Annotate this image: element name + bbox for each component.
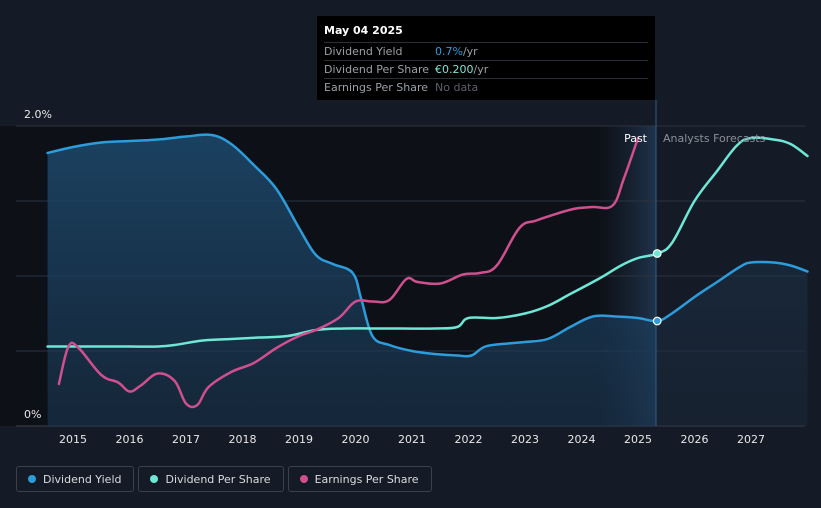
x-tick-label: 2015 (59, 433, 87, 446)
forecast-label: Analysts Forecasts (663, 132, 766, 145)
tooltip-value: 0.7% (435, 45, 463, 58)
x-tick-label: 2025 (624, 433, 652, 446)
tooltip-label: Dividend Yield (324, 45, 403, 58)
dividend-per-share-line (46, 136, 809, 348)
tooltip-unit: /yr (462, 45, 478, 58)
legend-label: Dividend Yield (43, 472, 122, 486)
legend: Dividend Yield Dividend Per Share Earnin… (16, 466, 432, 492)
y-tick-label: 2.0% (24, 108, 52, 121)
x-axis-ticks: 2015 2016 2017 2018 2019 2020 2021 2022 2023 2024… (59, 433, 765, 446)
dividend-yield-area-forecast (656, 262, 808, 426)
legend-item-earnings-per-share[interactable]: Earnings Per Share (287, 466, 432, 492)
x-tick-label: 2019 (285, 433, 313, 446)
x-tick-label: 2020 (342, 433, 370, 446)
dividend-yield-line (46, 133, 809, 358)
earnings-per-share-line (57, 136, 640, 409)
tooltip-row-dividend-per-share: Dividend Per Share €0.200 /yr (324, 60, 648, 78)
tooltip-row-earnings-per-share: Earnings Per Share No data (324, 78, 648, 96)
tooltip-date: May 04 2025 (324, 24, 403, 37)
x-tick-label: 2023 (511, 433, 539, 446)
legend-label: Dividend Per Share (165, 472, 271, 486)
tooltip-value: €0.200 (435, 63, 474, 76)
dividend-yield-marker (652, 316, 662, 326)
tooltip-label: Dividend Per Share (324, 63, 430, 76)
past-label: Past (624, 132, 648, 145)
x-tick-label: 2017 (172, 433, 200, 446)
y-tick-label: 0% (24, 408, 41, 421)
x-tick-label: 2022 (455, 433, 483, 446)
legend-dot-icon (28, 475, 36, 483)
x-tick-label: 2026 (681, 433, 709, 446)
tooltip-row-dividend-yield: Dividend Yield 0.7% /yr (324, 42, 648, 60)
legend-label: Earnings Per Share (314, 472, 419, 486)
dividend-per-share-marker (652, 249, 662, 258)
x-tick-label: 2018 (229, 433, 257, 446)
tooltip: May 04 2025 Dividend Yield 0.7% /yr Divi… (317, 16, 655, 100)
legend-item-dividend-per-share[interactable]: Dividend Per Share (138, 466, 284, 492)
tooltip-value: No data (435, 81, 479, 94)
legend-item-dividend-yield[interactable]: Dividend Yield (16, 466, 135, 492)
legend-dot-icon (150, 475, 159, 483)
x-tick-label: 2027 (737, 433, 765, 446)
dividend-yield-area-past (47, 134, 656, 426)
tooltip-label: Earnings Per Share (324, 81, 429, 94)
legend-dot-icon (299, 475, 308, 483)
x-tick-label: 2016 (116, 433, 144, 446)
y-axis-ticks: 2.0% 0% (24, 108, 52, 421)
tooltip-unit: /yr (473, 63, 489, 76)
x-tick-label: 2024 (568, 433, 596, 446)
x-tick-label: 2021 (398, 433, 426, 446)
